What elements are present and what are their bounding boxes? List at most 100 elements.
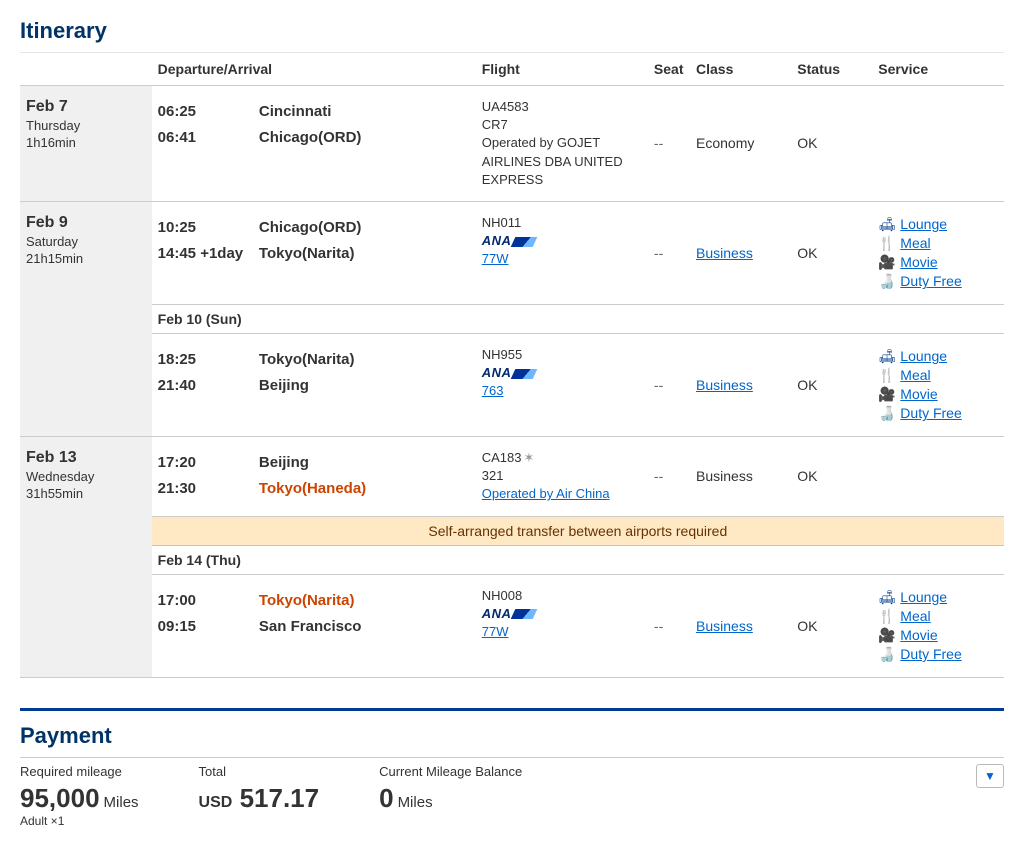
miles-unit-2: Miles xyxy=(398,794,433,811)
dep-city: Cincinnati xyxy=(259,100,470,124)
required-mileage-label: Required mileage xyxy=(20,764,139,779)
meal-icon: 🍴 xyxy=(878,235,894,252)
flight-block: CA183✶321Operated by Air China xyxy=(482,449,642,504)
seat-cell: -- xyxy=(648,86,690,202)
dep-city: Tokyo(Narita) xyxy=(259,589,470,613)
class-link[interactable]: Business xyxy=(696,618,753,634)
seat-cell: -- xyxy=(648,436,690,516)
col-service: Service xyxy=(872,53,1004,86)
service-meal-link[interactable]: Meal xyxy=(900,608,930,624)
col-flight: Flight xyxy=(476,53,648,86)
expand-toggle[interactable]: ▼ xyxy=(976,764,1004,788)
intermediate-date: Feb 14 (Thu) xyxy=(152,545,1004,574)
service-list: 🛋Lounge🍴Meal🎥Movie🍶Duty Free xyxy=(878,348,998,422)
operated-by-link[interactable]: Operated by Air China xyxy=(482,486,610,501)
dutyFree-icon: 🍶 xyxy=(878,273,894,290)
class-link[interactable]: Business xyxy=(696,245,753,261)
duration: 31h55min xyxy=(26,486,146,501)
seat-cell: -- xyxy=(648,333,690,436)
arr-time: 21:40 xyxy=(158,374,247,398)
date-cell: Feb 13Wednesday31h55min xyxy=(20,436,152,677)
time-cell: 17:2021:30 xyxy=(152,436,253,516)
dep-time: 06:25 xyxy=(158,100,247,124)
arr-city: Chicago(ORD) xyxy=(259,126,470,150)
intermediate-date-row: Feb 10 (Sun) xyxy=(20,304,1004,333)
flight-number: UA4583 xyxy=(482,98,642,116)
arr-city: San Francisco xyxy=(259,615,470,639)
transfer-note-row: Self-arranged transfer between airports … xyxy=(20,516,1004,545)
dow: Saturday xyxy=(26,234,146,249)
balance-block: Current Mileage Balance 0Miles xyxy=(379,764,522,814)
service-movie-link[interactable]: Movie xyxy=(900,627,937,643)
service-dutyFree-link[interactable]: Duty Free xyxy=(900,405,961,421)
class-cell: Business xyxy=(690,201,791,304)
service-list: 🛋Lounge🍴Meal🎥Movie🍶Duty Free xyxy=(878,589,998,663)
city-cell: Tokyo(Narita)San Francisco xyxy=(253,574,476,677)
service-lounge-link[interactable]: Lounge xyxy=(900,216,947,232)
dep-city: Beijing xyxy=(259,451,470,475)
arr-time: 09:15 xyxy=(158,615,247,639)
service-cell: 🛋Lounge🍴Meal🎥Movie🍶Duty Free xyxy=(872,574,1004,677)
flight-block: NH011ANA77W xyxy=(482,214,642,269)
status-cell: OK xyxy=(791,574,872,677)
arr-time: 14:45 +1day xyxy=(158,242,247,266)
flight-block: NH955ANA763 xyxy=(482,346,642,401)
status-cell: OK xyxy=(791,333,872,436)
balance-value: 0 xyxy=(379,783,393,813)
seat-cell: -- xyxy=(648,574,690,677)
time-cell: 10:2514:45 +1day xyxy=(152,201,253,304)
service-lounge-link[interactable]: Lounge xyxy=(900,348,947,364)
meal-icon: 🍴 xyxy=(878,608,894,625)
time-cell: 06:2506:41 xyxy=(152,86,253,202)
service-dutyFree-link[interactable]: Duty Free xyxy=(900,646,961,662)
class-cell: Business xyxy=(690,574,791,677)
city-cell: Chicago(ORD)Tokyo(Narita) xyxy=(253,201,476,304)
date: Feb 9 xyxy=(26,214,146,232)
segment-row: Feb 7Thursday1h16min06:2506:41Cincinnati… xyxy=(20,86,1004,202)
flight-block: NH008ANA77W xyxy=(482,587,642,642)
class-text: Economy xyxy=(696,135,754,151)
aircraft-link[interactable]: 77W xyxy=(482,251,509,266)
class-link[interactable]: Business xyxy=(696,377,753,393)
miles-unit: Miles xyxy=(104,794,139,811)
dutyFree-icon: 🍶 xyxy=(878,405,894,422)
ana-logo: ANA xyxy=(482,364,642,382)
arr-city: Tokyo(Haneda) xyxy=(259,477,470,501)
transfer-note: Self-arranged transfer between airports … xyxy=(152,516,1004,545)
flight-cell: NH008ANA77W xyxy=(476,574,648,677)
ana-logo: ANA xyxy=(482,232,642,250)
dep-city: Tokyo(Narita) xyxy=(259,348,470,372)
total-label: Total xyxy=(199,764,320,779)
dow: Wednesday xyxy=(26,469,146,484)
meal-icon: 🍴 xyxy=(878,367,894,384)
aircraft-link[interactable]: 77W xyxy=(482,624,509,639)
flight-number: NH008 xyxy=(482,587,642,605)
arr-time: 06:41 xyxy=(158,126,247,150)
table-header-row: Departure/Arrival Flight Seat Class Stat… xyxy=(20,53,1004,86)
movie-icon: 🎥 xyxy=(878,627,894,644)
date: Feb 7 xyxy=(26,98,146,116)
flight-cell: UA4583CR7Operated by GOJET AIRLINES DBA … xyxy=(476,86,648,202)
service-movie-link[interactable]: Movie xyxy=(900,254,937,270)
itinerary-title: Itinerary xyxy=(20,18,1004,44)
aircraft-type: CR7 xyxy=(482,116,642,134)
service-dutyFree-link[interactable]: Duty Free xyxy=(900,273,961,289)
arr-city: Tokyo(Narita) xyxy=(259,242,470,266)
intermediate-date-row: Feb 14 (Thu) xyxy=(20,545,1004,574)
service-meal-link[interactable]: Meal xyxy=(900,235,930,251)
intermediate-date: Feb 10 (Sun) xyxy=(152,304,1004,333)
flight-cell: NH955ANA763 xyxy=(476,333,648,436)
service-lounge-link[interactable]: Lounge xyxy=(900,589,947,605)
flight-number: CA183✶ xyxy=(482,449,642,467)
aircraft-link[interactable]: 763 xyxy=(482,383,504,398)
service-meal-link[interactable]: Meal xyxy=(900,367,930,383)
city-cell: CincinnatiChicago(ORD) xyxy=(253,86,476,202)
payment-section: Payment Required mileage 95,000Miles Adu… xyxy=(20,708,1004,828)
time-cell: 17:0009:15 xyxy=(152,574,253,677)
service-movie-link[interactable]: Movie xyxy=(900,386,937,402)
flight-block: UA4583CR7Operated by GOJET AIRLINES DBA … xyxy=(482,98,642,189)
arr-time: 21:30 xyxy=(158,477,247,501)
aircraft-type: 321 xyxy=(482,467,642,485)
col-seat: Seat xyxy=(648,53,690,86)
dep-city: Chicago(ORD) xyxy=(259,216,470,240)
